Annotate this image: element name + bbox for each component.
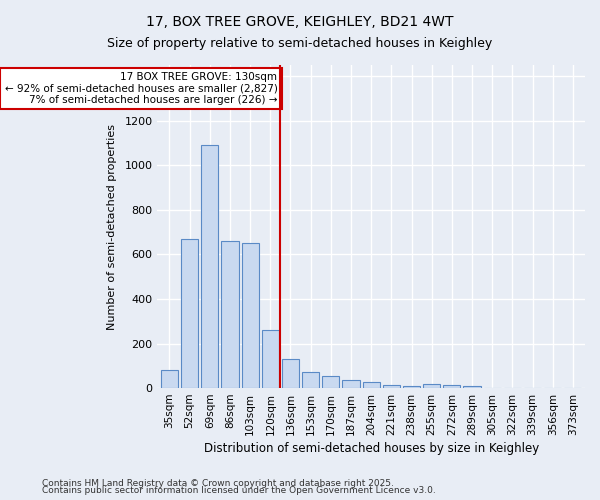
Bar	[343, 380, 359, 388]
Bar	[161, 370, 178, 388]
Y-axis label: Number of semi-detached properties: Number of semi-detached properties	[107, 124, 118, 330]
Bar	[282, 359, 299, 388]
Bar	[383, 386, 400, 388]
Bar	[423, 384, 440, 388]
X-axis label: Distribution of semi-detached houses by size in Keighley: Distribution of semi-detached houses by …	[203, 442, 539, 455]
Bar	[181, 239, 198, 388]
Text: Size of property relative to semi-detached houses in Keighley: Size of property relative to semi-detach…	[107, 38, 493, 51]
Text: 17, BOX TREE GROVE, KEIGHLEY, BD21 4WT: 17, BOX TREE GROVE, KEIGHLEY, BD21 4WT	[146, 15, 454, 29]
Bar	[322, 376, 340, 388]
Text: Contains public sector information licensed under the Open Government Licence v3: Contains public sector information licen…	[42, 486, 436, 495]
Bar	[201, 145, 218, 388]
Text: 17 BOX TREE GROVE: 130sqm
← 92% of semi-detached houses are smaller (2,827)
7% o: 17 BOX TREE GROVE: 130sqm ← 92% of semi-…	[5, 72, 277, 105]
Bar	[362, 382, 380, 388]
Bar	[463, 386, 481, 388]
Bar	[302, 372, 319, 388]
Bar	[443, 384, 460, 388]
Bar	[403, 386, 420, 388]
Bar	[221, 241, 239, 388]
Text: Contains HM Land Registry data © Crown copyright and database right 2025.: Contains HM Land Registry data © Crown c…	[42, 478, 394, 488]
Bar	[262, 330, 279, 388]
Bar	[242, 243, 259, 388]
